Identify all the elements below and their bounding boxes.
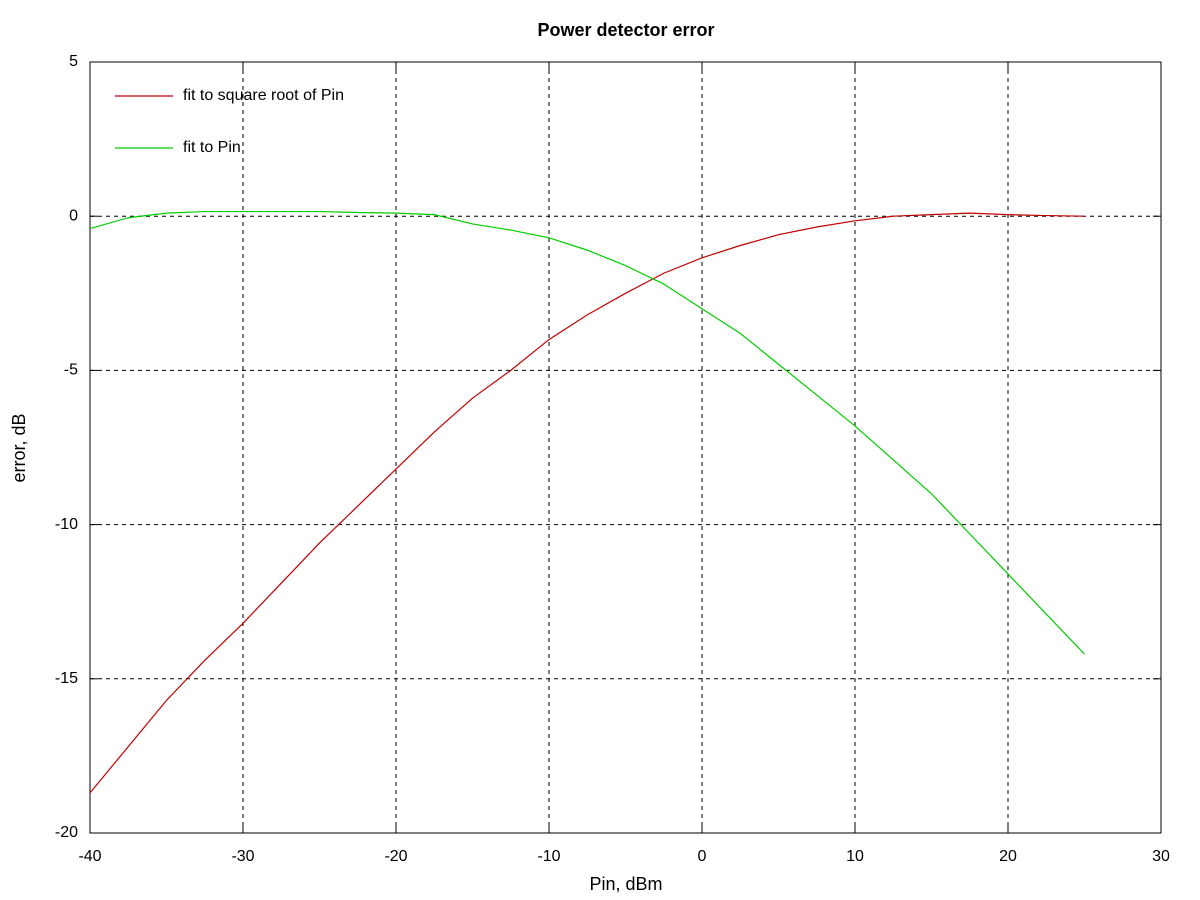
series-line (89, 210, 1085, 655)
x-tick-label: 10 (846, 848, 864, 865)
plot-frame (89, 61, 1162, 834)
x-tick-label: -40 (78, 848, 101, 865)
x-tick-label: 20 (999, 848, 1017, 865)
y-tick-label: -10 (55, 516, 78, 533)
y-tick-label: 5 (69, 53, 78, 70)
x-tick-label: -30 (231, 848, 254, 865)
y-tick-label: -5 (64, 362, 78, 379)
y-tick-label: -20 (55, 824, 78, 841)
series-line (89, 212, 1085, 794)
y-tick-label: -15 (55, 670, 78, 687)
chart-title: Power detector error (537, 20, 714, 40)
x-tick-label: -10 (537, 848, 560, 865)
legend-label: fit to square root of Pin (183, 87, 344, 104)
x-tick-label: -20 (384, 848, 407, 865)
legend-label: fit to Pin (183, 139, 241, 156)
y-axis-label: error, dB (9, 413, 29, 482)
x-tick-label: 0 (698, 848, 707, 865)
x-tick-label: 30 (1152, 848, 1170, 865)
x-axis-label: Pin, dBm (589, 874, 662, 894)
y-tick-label: 0 (69, 207, 78, 224)
